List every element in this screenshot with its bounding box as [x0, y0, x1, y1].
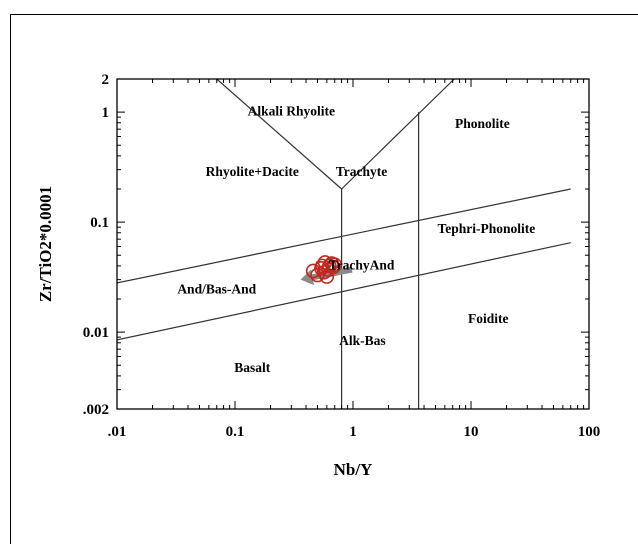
figure-frame: .01 0.1 1 10 100 .002 0.01 0.1 1 2 Alkali Rhyolit… [10, 14, 638, 544]
data-point [305, 263, 321, 279]
y-tick-label: .002 [83, 402, 109, 418]
axis-ticks: .01 0.1 1 10 100 .002 0.01 0.1 1 2 [83, 72, 601, 440]
x-tick-label: 10 [464, 424, 479, 440]
field-label: Phonolite [455, 116, 510, 131]
data-point [325, 259, 341, 275]
boundary-v-left [216, 78, 342, 190]
x-tick-label: .01 [108, 424, 127, 440]
x-tick-label: 100 [578, 424, 601, 440]
x-tick-label: 0.1 [226, 424, 245, 440]
chart: .01 0.1 1 10 100 .002 0.01 0.1 1 2 Alkali Rhyolit… [36, 72, 601, 479]
field-label: Alkali Rhyolite [248, 104, 335, 119]
plot-area-border [116, 78, 590, 410]
field-label: And/Bas-And [177, 281, 256, 296]
field-label: Rhyolite+Dacite [206, 164, 299, 179]
y-tick-label: 2 [102, 72, 110, 88]
data-points [305, 255, 343, 284]
field-boundaries [116, 78, 571, 409]
field-label: Foidite [468, 311, 509, 326]
boundary-upper-sloping [116, 188, 571, 284]
data-point [317, 255, 333, 270]
field-label: Tephri-Phonolite [437, 221, 535, 236]
y-axis-title: Zr/TiO2*0.0001 [36, 186, 55, 302]
boundary-v-right [341, 78, 455, 190]
y-tick-label: 1 [102, 105, 110, 121]
boundary-lower-sloping [116, 242, 571, 341]
field-label: TrachyAnd [329, 258, 395, 273]
field-label: Basalt [234, 360, 271, 375]
field-label: Alk-Bas [339, 333, 386, 348]
y-tick-label: 0.1 [90, 215, 109, 231]
y-tick-label: 0.01 [83, 325, 109, 341]
field-labels: Alkali Rhyolite Phonolite Rhyolite+Dacite T… [177, 104, 535, 375]
x-axis-title: Nb/Y [334, 460, 373, 479]
field-label: Trachyte [336, 164, 387, 179]
x-tick-label: 1 [349, 424, 357, 440]
